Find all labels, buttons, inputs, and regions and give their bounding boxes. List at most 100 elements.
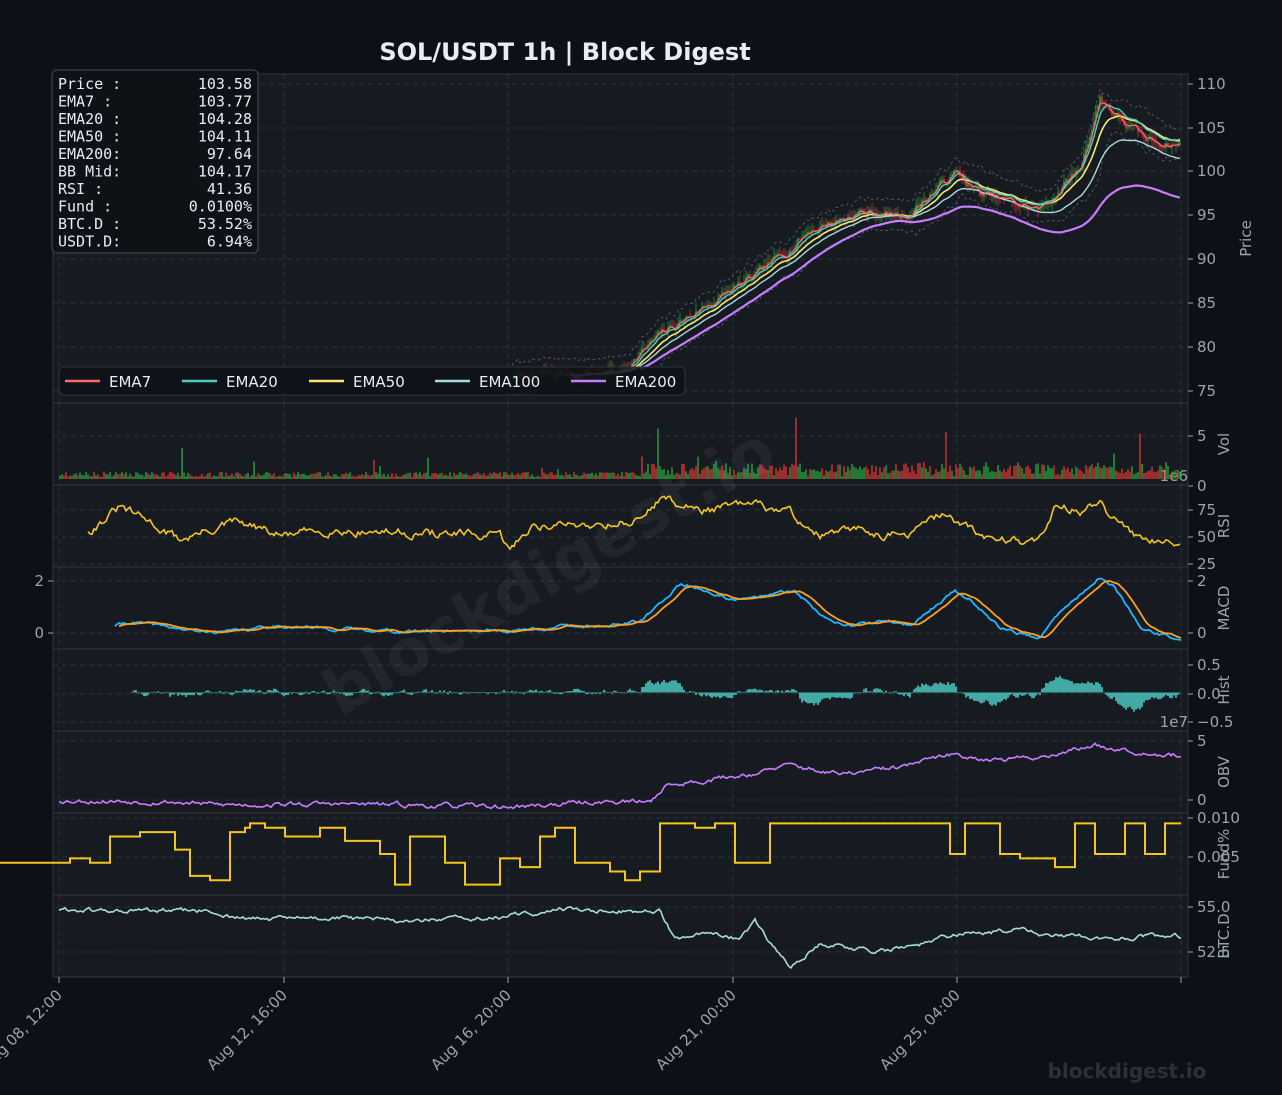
volume-bar <box>541 468 543 479</box>
histogram-bar <box>1065 679 1067 693</box>
histogram-bar <box>1167 692 1169 697</box>
volume-bar <box>259 474 261 479</box>
volume-bar <box>1073 474 1075 479</box>
info-row-value: 6.94% <box>207 233 252 251</box>
histogram-bar <box>1141 692 1143 708</box>
volume-bar <box>691 467 693 479</box>
histogram-bar <box>661 681 663 693</box>
histogram-bar <box>199 692 201 696</box>
obv-ytick-label: 0 <box>1197 791 1207 809</box>
histogram-bar <box>309 692 311 694</box>
histogram-bar <box>931 685 933 693</box>
price-candle-body <box>821 224 823 228</box>
volume-bar <box>455 475 457 479</box>
macd-ytick-label: 0 <box>1197 624 1207 642</box>
histogram-bar <box>557 692 559 694</box>
histogram-bar <box>597 692 599 694</box>
histogram-bar <box>901 692 903 695</box>
volume-bar <box>517 472 519 479</box>
histogram-bar <box>1007 692 1009 698</box>
volume-bar <box>103 471 105 479</box>
volume-bar <box>535 476 537 479</box>
histogram-bar <box>503 689 505 693</box>
histogram-bar <box>907 692 909 697</box>
volume-bar <box>993 471 995 479</box>
volume-bar <box>419 471 421 479</box>
histogram-bar <box>263 692 265 694</box>
price-candle-body <box>961 176 963 178</box>
volume-bar <box>689 469 691 479</box>
volume-bar <box>391 473 393 479</box>
volume-bar <box>645 471 647 479</box>
volume-bar <box>477 472 479 479</box>
hist-axis-label: Hist <box>1215 675 1233 704</box>
histogram-bar <box>911 692 913 694</box>
volume-bar <box>1085 465 1087 479</box>
volume-bar <box>429 476 431 479</box>
volume-bar <box>1069 471 1071 479</box>
histogram-bar <box>495 692 497 695</box>
price-candle-body <box>775 254 777 256</box>
volume-bar <box>1063 466 1065 479</box>
btcd-ytick-label: 55.0 <box>1197 898 1230 916</box>
histogram-bar <box>1015 692 1017 698</box>
histogram-bar <box>509 692 511 694</box>
volume-bar <box>249 476 251 479</box>
histogram-bar <box>1049 681 1051 693</box>
volume-bar <box>697 456 699 479</box>
info-row-value: 104.28 <box>198 110 252 128</box>
volume-bar <box>703 468 705 479</box>
volume-bar <box>543 472 545 479</box>
price-candle-body <box>955 169 957 171</box>
price-candle-body <box>723 291 725 295</box>
price-candle-body <box>1145 137 1147 142</box>
volume-bar <box>641 456 643 479</box>
price-candle-body <box>653 339 655 341</box>
histogram-bar <box>823 692 825 699</box>
volume-bar <box>1049 467 1051 479</box>
price-candle-body <box>705 305 707 307</box>
histogram-bar <box>521 692 523 694</box>
volume-bar <box>951 470 953 479</box>
volume-bar <box>791 463 793 479</box>
histogram-bar <box>867 691 869 693</box>
histogram-bar <box>543 692 545 693</box>
volume-bar <box>233 476 235 479</box>
volume-bar <box>1023 473 1025 479</box>
histogram-bar <box>791 689 793 693</box>
histogram-bar <box>377 691 379 693</box>
macd-panel-frame <box>52 566 1189 650</box>
histogram-bar <box>549 689 551 693</box>
histogram-bar <box>1171 692 1173 699</box>
histogram-bar <box>469 691 471 693</box>
histogram-bar <box>677 682 679 693</box>
histogram-bar <box>245 689 247 693</box>
histogram-bar <box>447 692 449 695</box>
volume-bar <box>1157 470 1159 479</box>
volume-bar <box>1155 472 1157 479</box>
volume-bar <box>915 473 917 479</box>
histogram-bar <box>471 692 473 694</box>
volume-bar <box>853 466 855 479</box>
histogram-bar <box>191 692 193 696</box>
volume-bar <box>985 462 987 479</box>
volume-bar <box>493 471 495 479</box>
price-candle-body <box>823 224 825 226</box>
price-candle-body <box>915 204 917 211</box>
volume-bar <box>805 469 807 479</box>
volume-bar <box>251 474 253 479</box>
info-row-label: Fund : <box>58 198 112 216</box>
histogram-bar <box>407 692 409 694</box>
histogram-bar <box>753 688 755 693</box>
volume-bar <box>237 472 239 479</box>
histogram-bar <box>611 692 613 694</box>
volume-bar <box>939 471 941 479</box>
histogram-bar <box>757 690 759 693</box>
histogram-bar <box>975 692 977 701</box>
histogram-bar <box>879 688 881 693</box>
histogram-bar <box>641 687 643 693</box>
price-ytick-label: 80 <box>1197 338 1216 356</box>
volume-bar <box>891 471 893 479</box>
histogram-bar <box>693 691 695 693</box>
